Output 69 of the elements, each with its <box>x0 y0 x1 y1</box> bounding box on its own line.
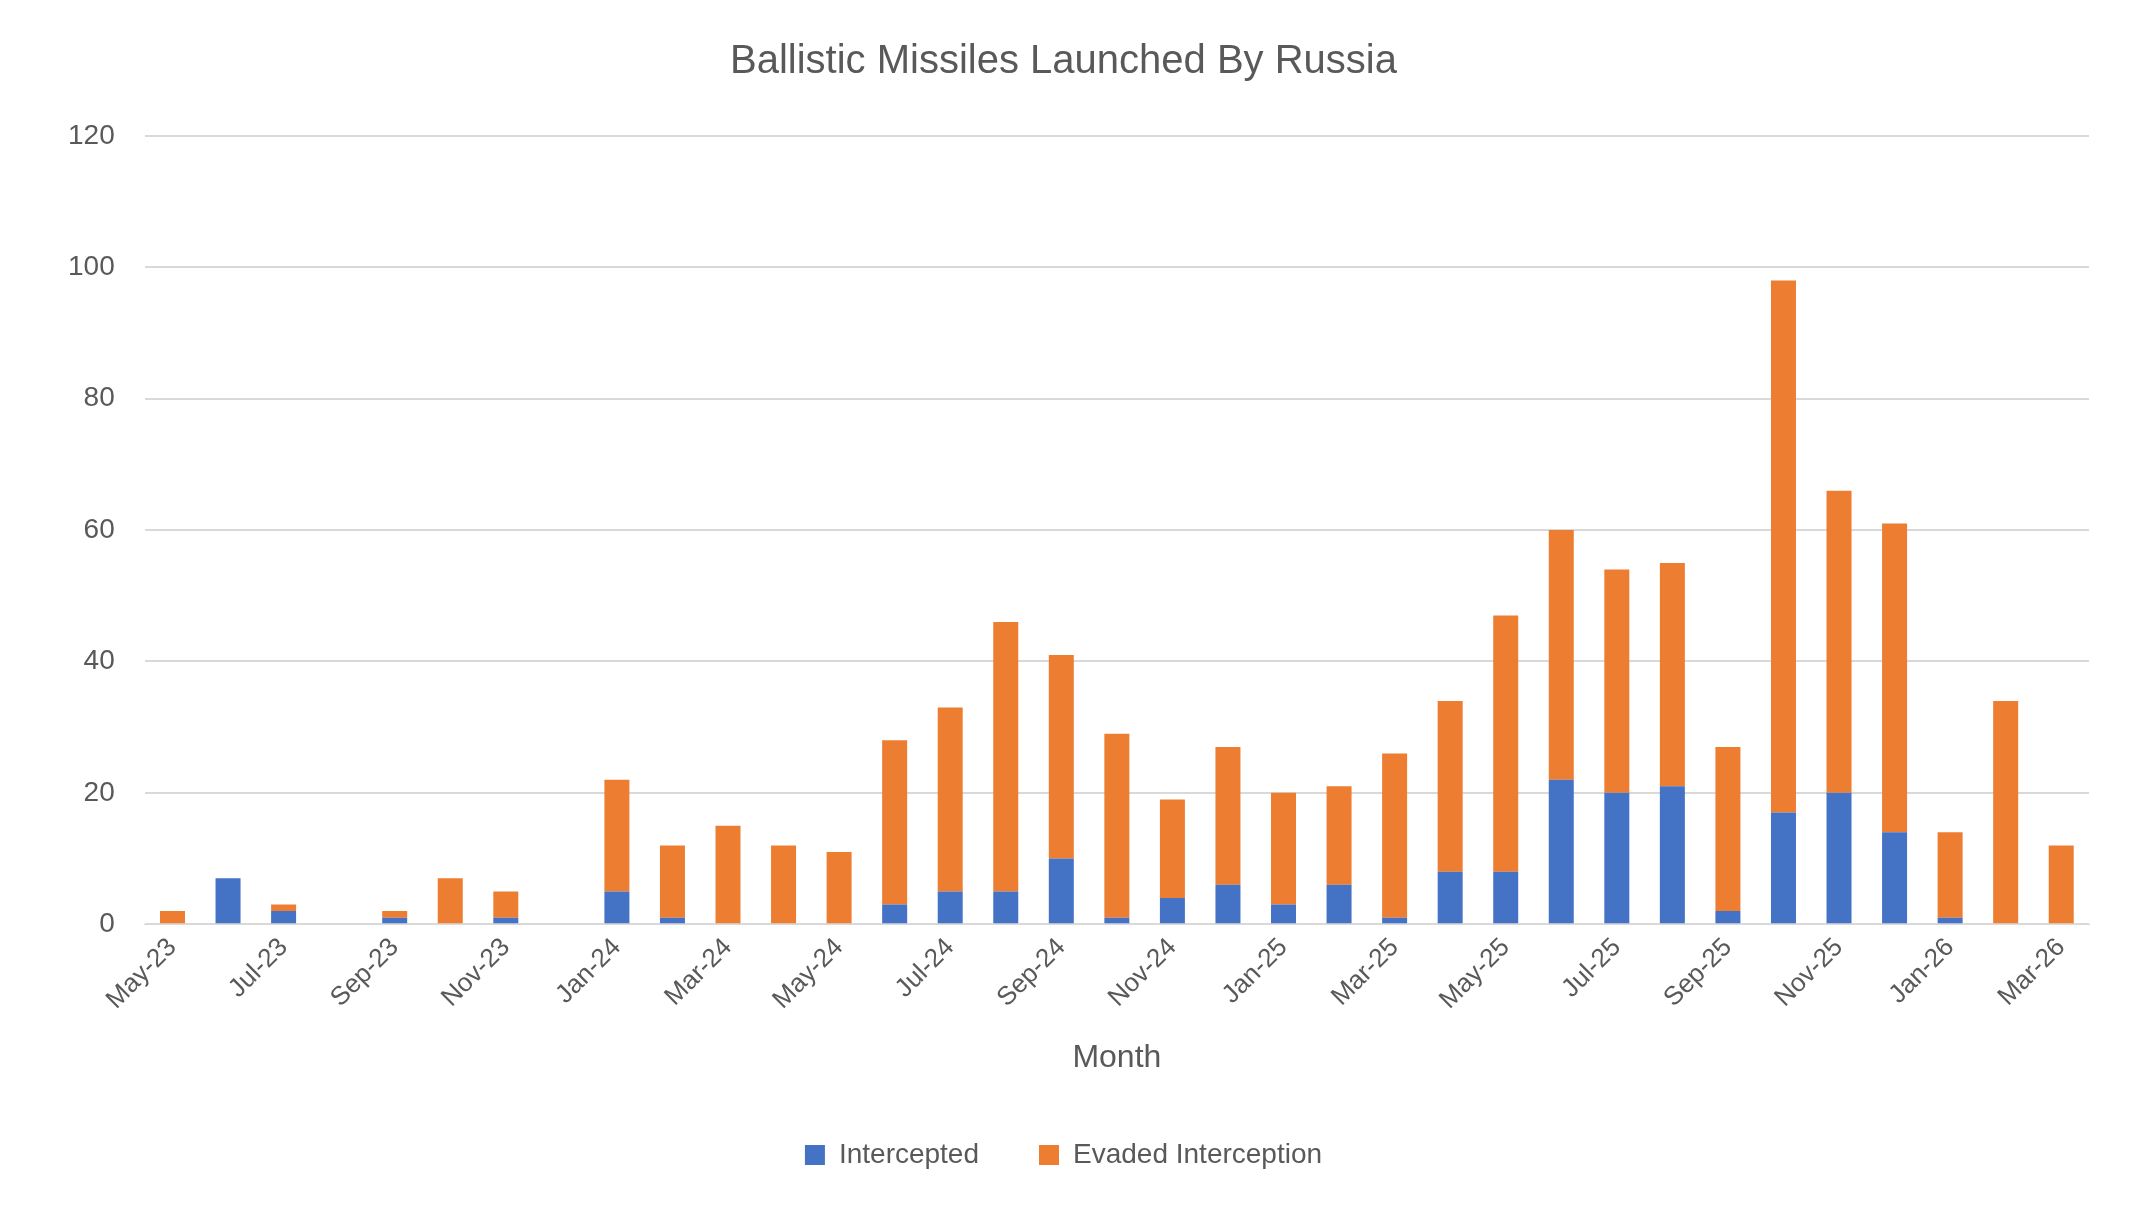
bar <box>1604 792 1630 924</box>
bar <box>1715 746 1741 912</box>
bar <box>2048 845 2074 924</box>
y-tick-label: 20 <box>83 775 115 807</box>
y-tick-label: 120 <box>68 118 115 150</box>
bar <box>659 845 685 918</box>
bar <box>1715 911 1741 924</box>
bar <box>1659 786 1685 924</box>
bar <box>604 891 630 924</box>
bar <box>1215 884 1241 924</box>
x-axis-title: Month <box>1072 1037 1162 1074</box>
bar <box>1770 280 1796 813</box>
bar <box>1104 917 1130 924</box>
bar <box>604 779 630 892</box>
bar <box>271 911 297 924</box>
bar <box>937 891 963 924</box>
bar <box>937 707 963 892</box>
bar <box>1437 700 1463 872</box>
chart-title: Ballistic Missiles Launched By Russia <box>730 37 1398 82</box>
bar <box>271 904 297 912</box>
bar <box>1271 792 1297 905</box>
y-tick-label: 40 <box>83 644 115 676</box>
legend-label: Intercepted <box>838 1137 980 1169</box>
bar <box>882 740 908 905</box>
bar <box>1215 746 1241 885</box>
bar <box>437 878 463 924</box>
bar <box>826 851 852 924</box>
bar <box>1882 523 1908 833</box>
legend-label: Evaded Interception <box>1073 1137 1323 1169</box>
y-tick-label: 0 <box>99 906 115 938</box>
bar <box>1882 832 1908 924</box>
y-tick-label: 80 <box>83 381 115 413</box>
bar <box>382 911 408 918</box>
bar <box>1104 733 1130 918</box>
bar <box>1604 569 1630 793</box>
bar <box>1770 812 1796 924</box>
bar <box>1937 917 1963 924</box>
bar <box>1159 799 1185 898</box>
bar <box>993 622 1019 892</box>
bar <box>993 891 1019 924</box>
bar <box>1826 490 1852 793</box>
bar <box>1382 917 1408 924</box>
bar <box>771 845 797 924</box>
bar <box>1548 530 1574 780</box>
bar <box>1548 779 1574 924</box>
y-tick-label: 60 <box>83 512 115 544</box>
y-tick-label: 100 <box>68 250 115 282</box>
bar <box>493 891 519 918</box>
bar <box>1326 786 1352 885</box>
bar <box>1382 753 1408 918</box>
bar <box>1326 884 1352 924</box>
bar <box>493 917 519 924</box>
bar <box>1493 871 1519 924</box>
bar <box>1271 904 1297 924</box>
bar <box>715 825 741 924</box>
bar <box>215 878 241 924</box>
bar <box>159 911 185 924</box>
bar <box>1437 871 1463 924</box>
bar <box>1048 858 1074 924</box>
bar <box>1659 562 1685 787</box>
bar <box>659 917 685 924</box>
bar <box>1493 615 1519 872</box>
bar <box>1937 832 1963 918</box>
bar <box>1993 700 2019 924</box>
bar <box>1048 654 1074 859</box>
bar <box>1159 897 1185 924</box>
bar <box>882 904 908 924</box>
bar <box>382 917 408 924</box>
bar <box>1826 792 1852 924</box>
